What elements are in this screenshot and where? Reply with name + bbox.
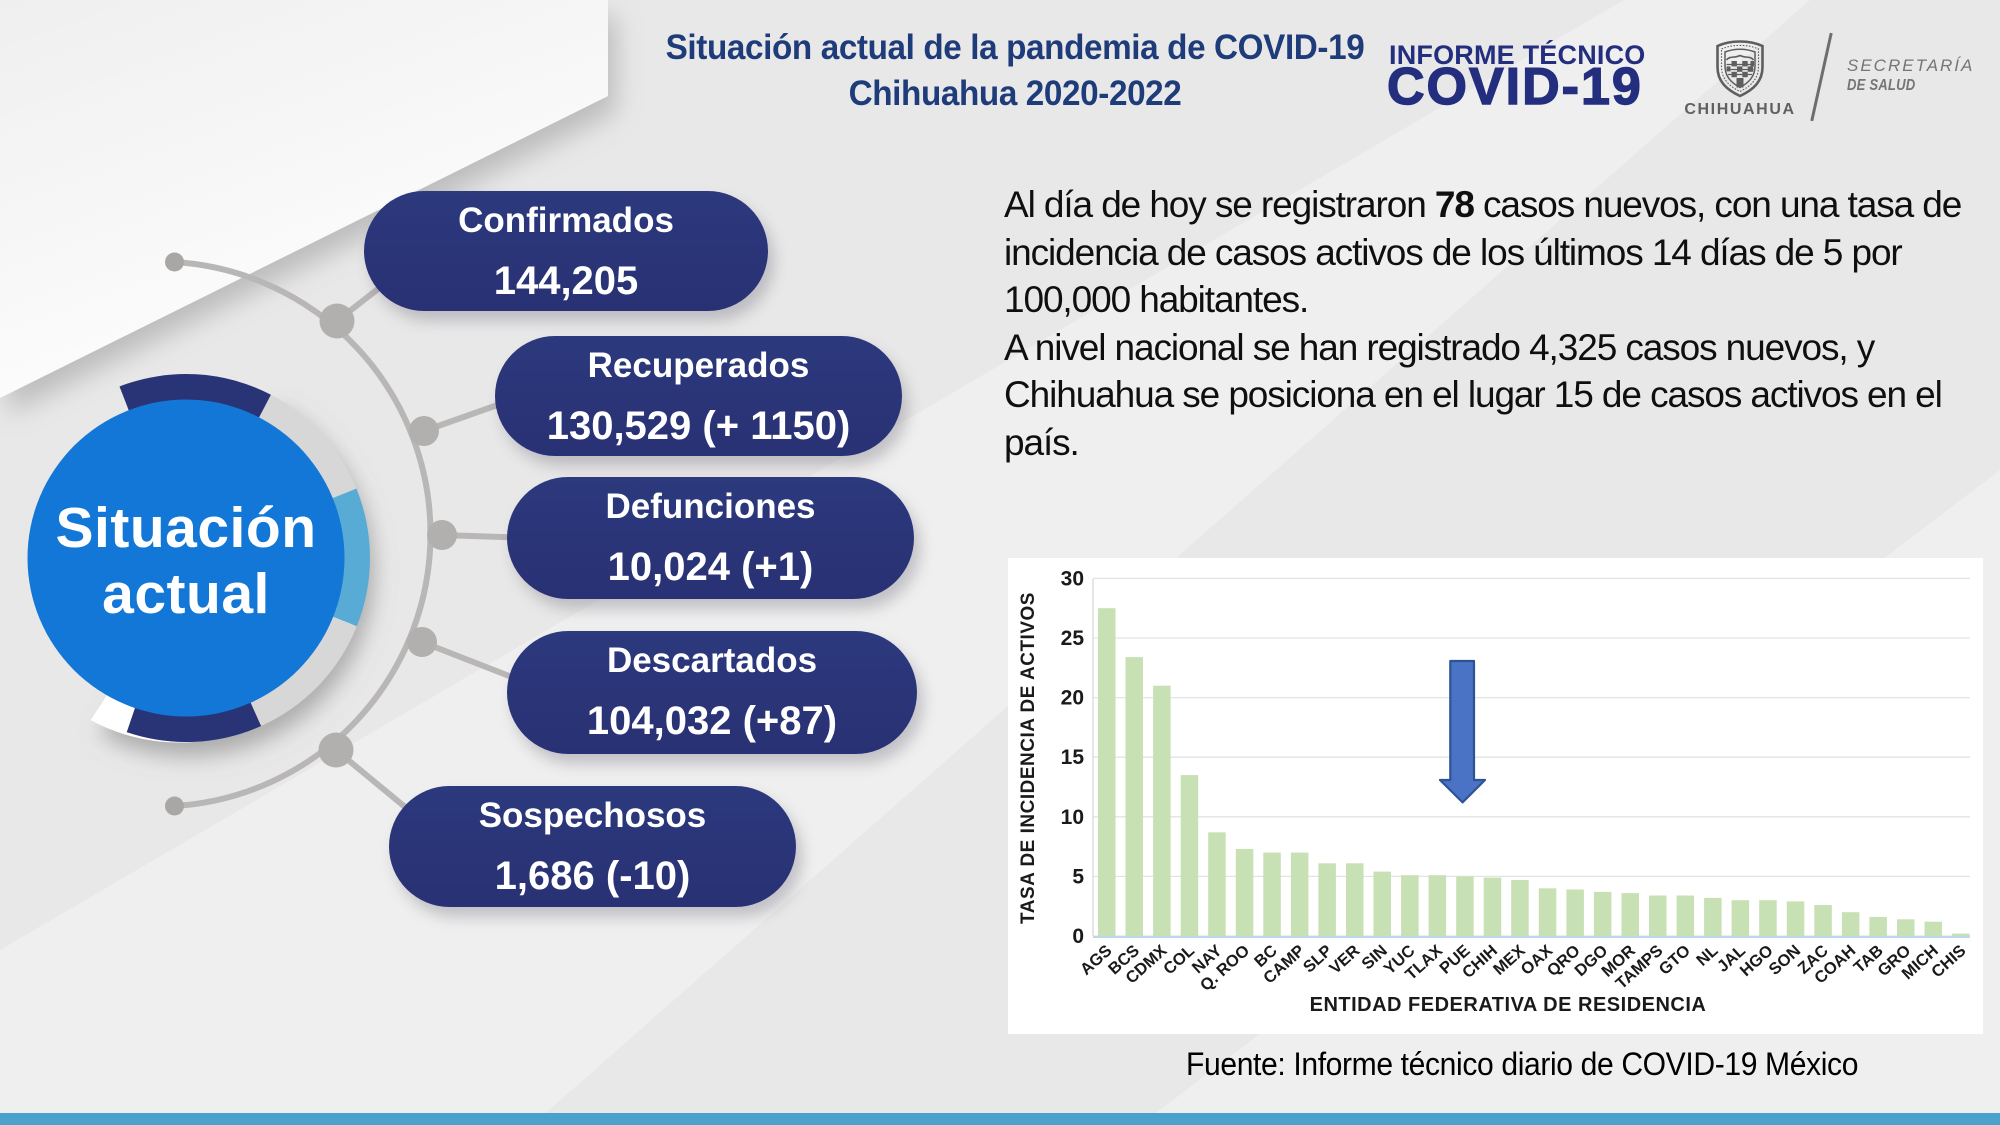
svg-text:GTO: GTO: [1656, 941, 1695, 978]
svg-text:0: 0: [1072, 925, 1084, 948]
svg-text:20: 20: [1061, 687, 1084, 710]
svg-text:TASA DE INCIDENCIA DE ACTIVOS: TASA DE INCIDENCIA DE ACTIVOS: [1018, 592, 1039, 924]
svg-text:5: 5: [1072, 865, 1084, 888]
svg-text:ENTIDAD FEDERATIVA DE RESIDENC: ENTIDAD FEDERATIVA DE RESIDENCIA: [1310, 994, 1707, 1016]
svg-text:25: 25: [1061, 627, 1085, 650]
svg-text:30: 30: [1061, 567, 1084, 590]
svg-text:SLP: SLP: [1300, 942, 1336, 977]
svg-text:15: 15: [1061, 746, 1085, 769]
svg-text:10: 10: [1061, 806, 1084, 829]
